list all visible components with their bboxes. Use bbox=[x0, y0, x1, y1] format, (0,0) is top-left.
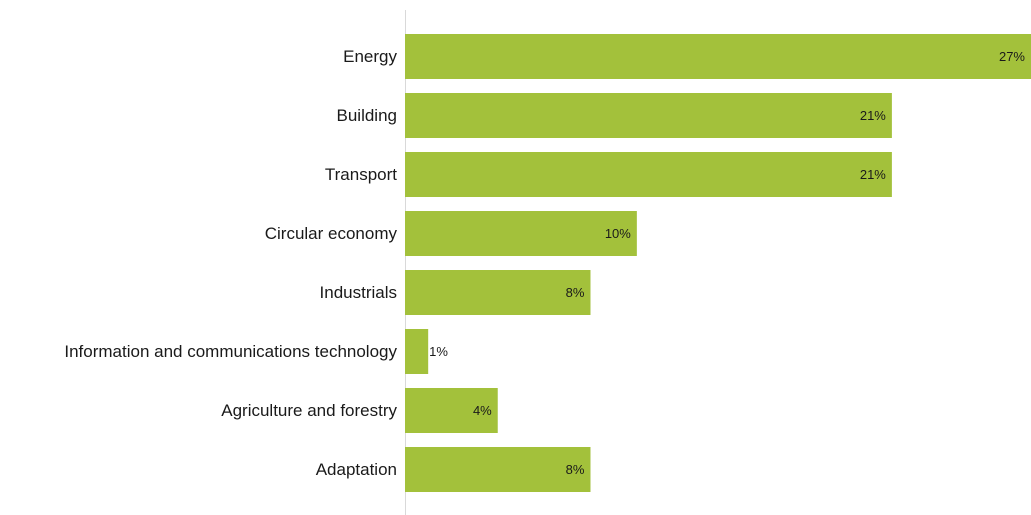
bar-industrials bbox=[405, 270, 591, 315]
category-label: Adaptation bbox=[316, 460, 397, 479]
data-label: 10% bbox=[605, 226, 631, 241]
data-label: 4% bbox=[473, 403, 492, 418]
category-label: Circular economy bbox=[265, 224, 398, 243]
category-label: Energy bbox=[343, 47, 397, 66]
data-label: 21% bbox=[860, 108, 886, 123]
category-label: Industrials bbox=[320, 283, 397, 302]
data-label: 27% bbox=[999, 49, 1025, 64]
bars-group bbox=[405, 34, 1031, 492]
value-labels-group: 27% 21% 21% 10% 8% 1% 4% 8% bbox=[429, 49, 1025, 477]
category-labels-group: Energy Building Transport Circular economy I… bbox=[64, 47, 397, 479]
data-label: 21% bbox=[860, 167, 886, 182]
bar-building bbox=[405, 93, 892, 138]
category-label: Information and communications technolog… bbox=[64, 342, 397, 361]
data-label: 8% bbox=[566, 462, 585, 477]
bar-energy bbox=[405, 34, 1031, 79]
bar-circular-economy bbox=[405, 211, 637, 256]
bar-agriculture-and-forestry bbox=[405, 388, 498, 433]
category-label: Building bbox=[337, 106, 398, 125]
bar-adaptation bbox=[405, 447, 591, 492]
data-label: 8% bbox=[566, 285, 585, 300]
data-label: 1% bbox=[429, 344, 448, 359]
bar-transport bbox=[405, 152, 892, 197]
bar-information-and-communications-technology bbox=[405, 329, 429, 374]
category-label: Transport bbox=[325, 165, 397, 184]
category-label: Agriculture and forestry bbox=[221, 401, 397, 420]
